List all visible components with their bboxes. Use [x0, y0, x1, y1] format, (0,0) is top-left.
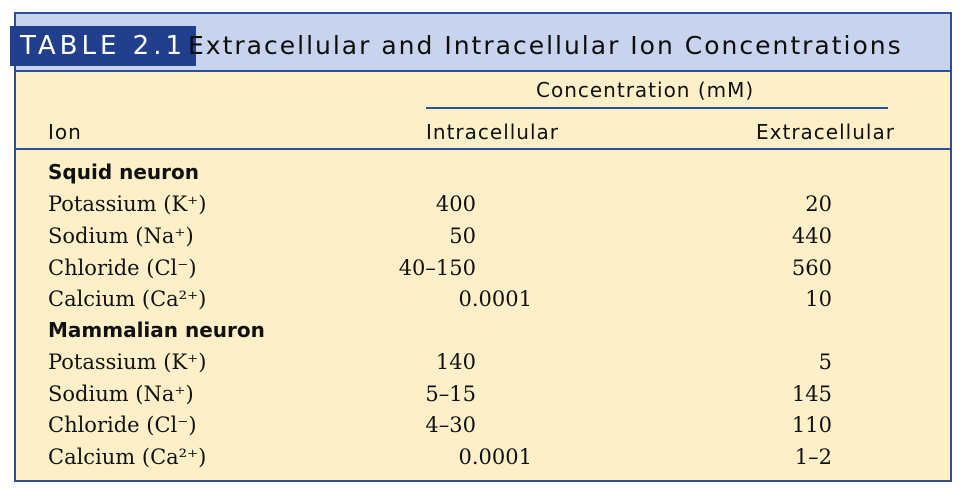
- column-header-intracellular: Intracellular: [426, 120, 560, 144]
- column-header-ion: Ion: [48, 120, 82, 144]
- ion-name: Potassium (K⁺): [48, 350, 207, 374]
- concentration-header-rule: [426, 107, 888, 109]
- table-row: Sodium (Na⁺) 5–15 145: [16, 380, 950, 411]
- intracellular-value: 0.0001: [458, 445, 532, 469]
- group-heading-row: Squid neuron: [16, 158, 950, 189]
- extracellular-value: 20: [805, 192, 832, 216]
- group-heading-mammalian: Mammalian neuron: [48, 318, 265, 342]
- intracellular-value: 400: [435, 192, 476, 216]
- table-number-label: TABLE 2.1: [10, 26, 197, 66]
- ion-name: Chloride (Cl⁻): [48, 256, 197, 280]
- table-row: Calcium (Ca²⁺) 0.0001 10: [16, 285, 950, 316]
- ion-name: Sodium (Na⁺): [48, 382, 194, 406]
- table-row: Potassium (K⁺) 140 5: [16, 348, 950, 379]
- ion-name: Potassium (K⁺): [48, 192, 207, 216]
- intracellular-value: 140: [435, 350, 476, 374]
- column-header-extracellular: Extracellular: [756, 120, 895, 144]
- table-row: Potassium (K⁺) 400 20: [16, 190, 950, 221]
- intracellular-value: 0.0001: [458, 287, 532, 311]
- ion-name: Sodium (Na⁺): [48, 224, 194, 248]
- table-title-bar: TABLE 2.1 Extracellular and Intracellula…: [10, 14, 950, 72]
- ion-name: Calcium (Ca²⁺): [48, 445, 207, 469]
- extracellular-value: 440: [791, 224, 832, 248]
- table-row: Chloride (Cl⁻) 4–30 110: [16, 411, 950, 442]
- table-row: Sodium (Na⁺) 50 440: [16, 222, 950, 253]
- extracellular-value: 5: [818, 350, 832, 374]
- intracellular-value: 5–15: [425, 382, 476, 406]
- header-rule: [16, 148, 950, 150]
- extracellular-value: 145: [791, 382, 832, 406]
- table-row: Chloride (Cl⁻) 40–150 560: [16, 254, 950, 285]
- ion-name: Calcium (Ca²⁺): [48, 287, 207, 311]
- group-heading-squid: Squid neuron: [48, 160, 199, 184]
- ion-name: Chloride (Cl⁻): [48, 413, 197, 437]
- table-row: Calcium (Ca²⁺) 0.0001 1–2: [16, 443, 950, 474]
- ion-concentration-table: TABLE 2.1 Extracellular and Intracellula…: [10, 12, 952, 482]
- extracellular-value: 1–2: [794, 445, 832, 469]
- intracellular-value: 50: [449, 224, 476, 248]
- extracellular-value: 110: [791, 413, 832, 437]
- intracellular-value: 4–30: [425, 413, 476, 437]
- concentration-header: Concentration (mM): [536, 78, 755, 102]
- extracellular-value: 560: [791, 256, 832, 280]
- table-title: Extracellular and Intracellular Ion Conc…: [188, 31, 903, 60]
- group-heading-row: Mammalian neuron: [16, 316, 950, 347]
- intracellular-value: 40–150: [398, 256, 476, 280]
- extracellular-value: 10: [805, 287, 832, 311]
